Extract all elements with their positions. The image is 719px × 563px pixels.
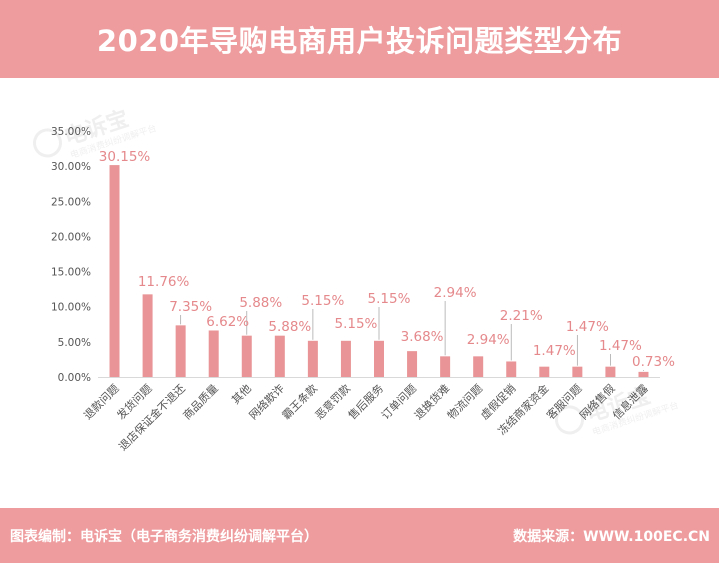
data-labels: 30.15% 11.76% 7.35%6.62% 5.88% 5.88% 5.15% 5.1… xyxy=(99,149,675,370)
x-tick-label: 订单问题 xyxy=(379,382,419,422)
y-tick-label: 0.00% xyxy=(58,372,91,384)
bar xyxy=(572,366,583,377)
y-tick-label: 25.00% xyxy=(51,196,91,208)
data-label: 3.68% xyxy=(401,329,444,345)
data-label: 6.62% xyxy=(206,314,249,330)
bar xyxy=(374,340,384,377)
x-tick-label: 霸王条款 xyxy=(279,381,320,422)
bar xyxy=(340,340,351,377)
bar xyxy=(241,335,252,377)
data-label: 0.73% xyxy=(632,354,675,370)
y-tick-label: 35.00% xyxy=(51,126,91,138)
data-label: 2.94% xyxy=(467,332,510,348)
data-label: 5.15% xyxy=(301,293,344,309)
data-label: 11.76% xyxy=(138,274,190,290)
y-tick-label: 5.00% xyxy=(58,337,91,349)
x-tick-label: 商品质量 xyxy=(180,381,221,422)
data-label: 2.21% xyxy=(500,308,543,324)
watermark-logo-icon xyxy=(555,405,585,435)
data-label: 5.88% xyxy=(268,319,311,335)
bar-chart: 电诉宝 电商消费纠纷调解平台 电诉宝 电商消费纠纷调解平台 0.00%5.00%… xyxy=(33,106,680,453)
x-tick-label: 物流问题 xyxy=(444,381,485,422)
y-axis: 0.00% 5.00% 10.00% 15.00% 20.00% 25.00% 30.00%… xyxy=(51,126,91,384)
bar xyxy=(274,335,285,377)
bars xyxy=(109,165,649,377)
bar xyxy=(440,356,451,377)
data-label: 1.47% xyxy=(599,338,642,354)
page-title: 2020年导购电商用户投诉问题类型分布 xyxy=(96,24,623,58)
x-tick-label: 网络欺诈 xyxy=(246,381,287,422)
header-bar: 2020年导购电商用户投诉问题类型分布 xyxy=(0,0,719,78)
bar xyxy=(605,366,616,377)
watermark-logo-icon xyxy=(33,128,63,158)
bar xyxy=(208,330,219,377)
y-tick-label: 20.00% xyxy=(51,231,91,243)
data-label: 30.15% xyxy=(99,149,151,165)
data-label: 2.94% xyxy=(434,285,477,301)
bar xyxy=(109,165,120,377)
bar xyxy=(506,361,517,377)
y-tick-label: 10.00% xyxy=(51,302,91,314)
data-label: 1.47% xyxy=(566,319,609,335)
bar xyxy=(473,356,484,377)
footer-credit: 图表编制：电诉宝（电子商务消费纠纷调解平台） xyxy=(10,529,318,545)
y-tick-label: 30.00% xyxy=(51,161,91,173)
bar xyxy=(175,325,186,377)
x-tick-label: 退款问题 xyxy=(81,381,122,422)
bar xyxy=(407,351,418,377)
x-tick-label: 退换货难 xyxy=(411,381,452,422)
x-tick-label: 其他 xyxy=(229,382,254,407)
bar xyxy=(307,340,318,377)
data-label: 1.47% xyxy=(533,343,576,359)
x-tick-label: 售后服务 xyxy=(345,381,386,422)
data-label: 5.15% xyxy=(334,316,377,332)
footer-bar: 图表编制：电诉宝（电子商务消费纠纷调解平台） 数据来源：WWW.100EC.CN xyxy=(0,508,719,563)
x-tick-label: 客服问题 xyxy=(543,381,584,422)
data-label: 7.35% xyxy=(169,299,212,315)
x-tick-label: 恶意罚款 xyxy=(312,381,353,422)
bar xyxy=(539,366,550,377)
footer-source: 数据来源：WWW.100EC.CN xyxy=(513,529,710,545)
data-label: 5.88% xyxy=(239,295,282,311)
leader-lines xyxy=(180,301,644,371)
y-tick-label: 15.00% xyxy=(51,267,91,279)
bar xyxy=(142,294,153,377)
data-label: 5.15% xyxy=(368,291,411,307)
bar xyxy=(638,371,649,377)
